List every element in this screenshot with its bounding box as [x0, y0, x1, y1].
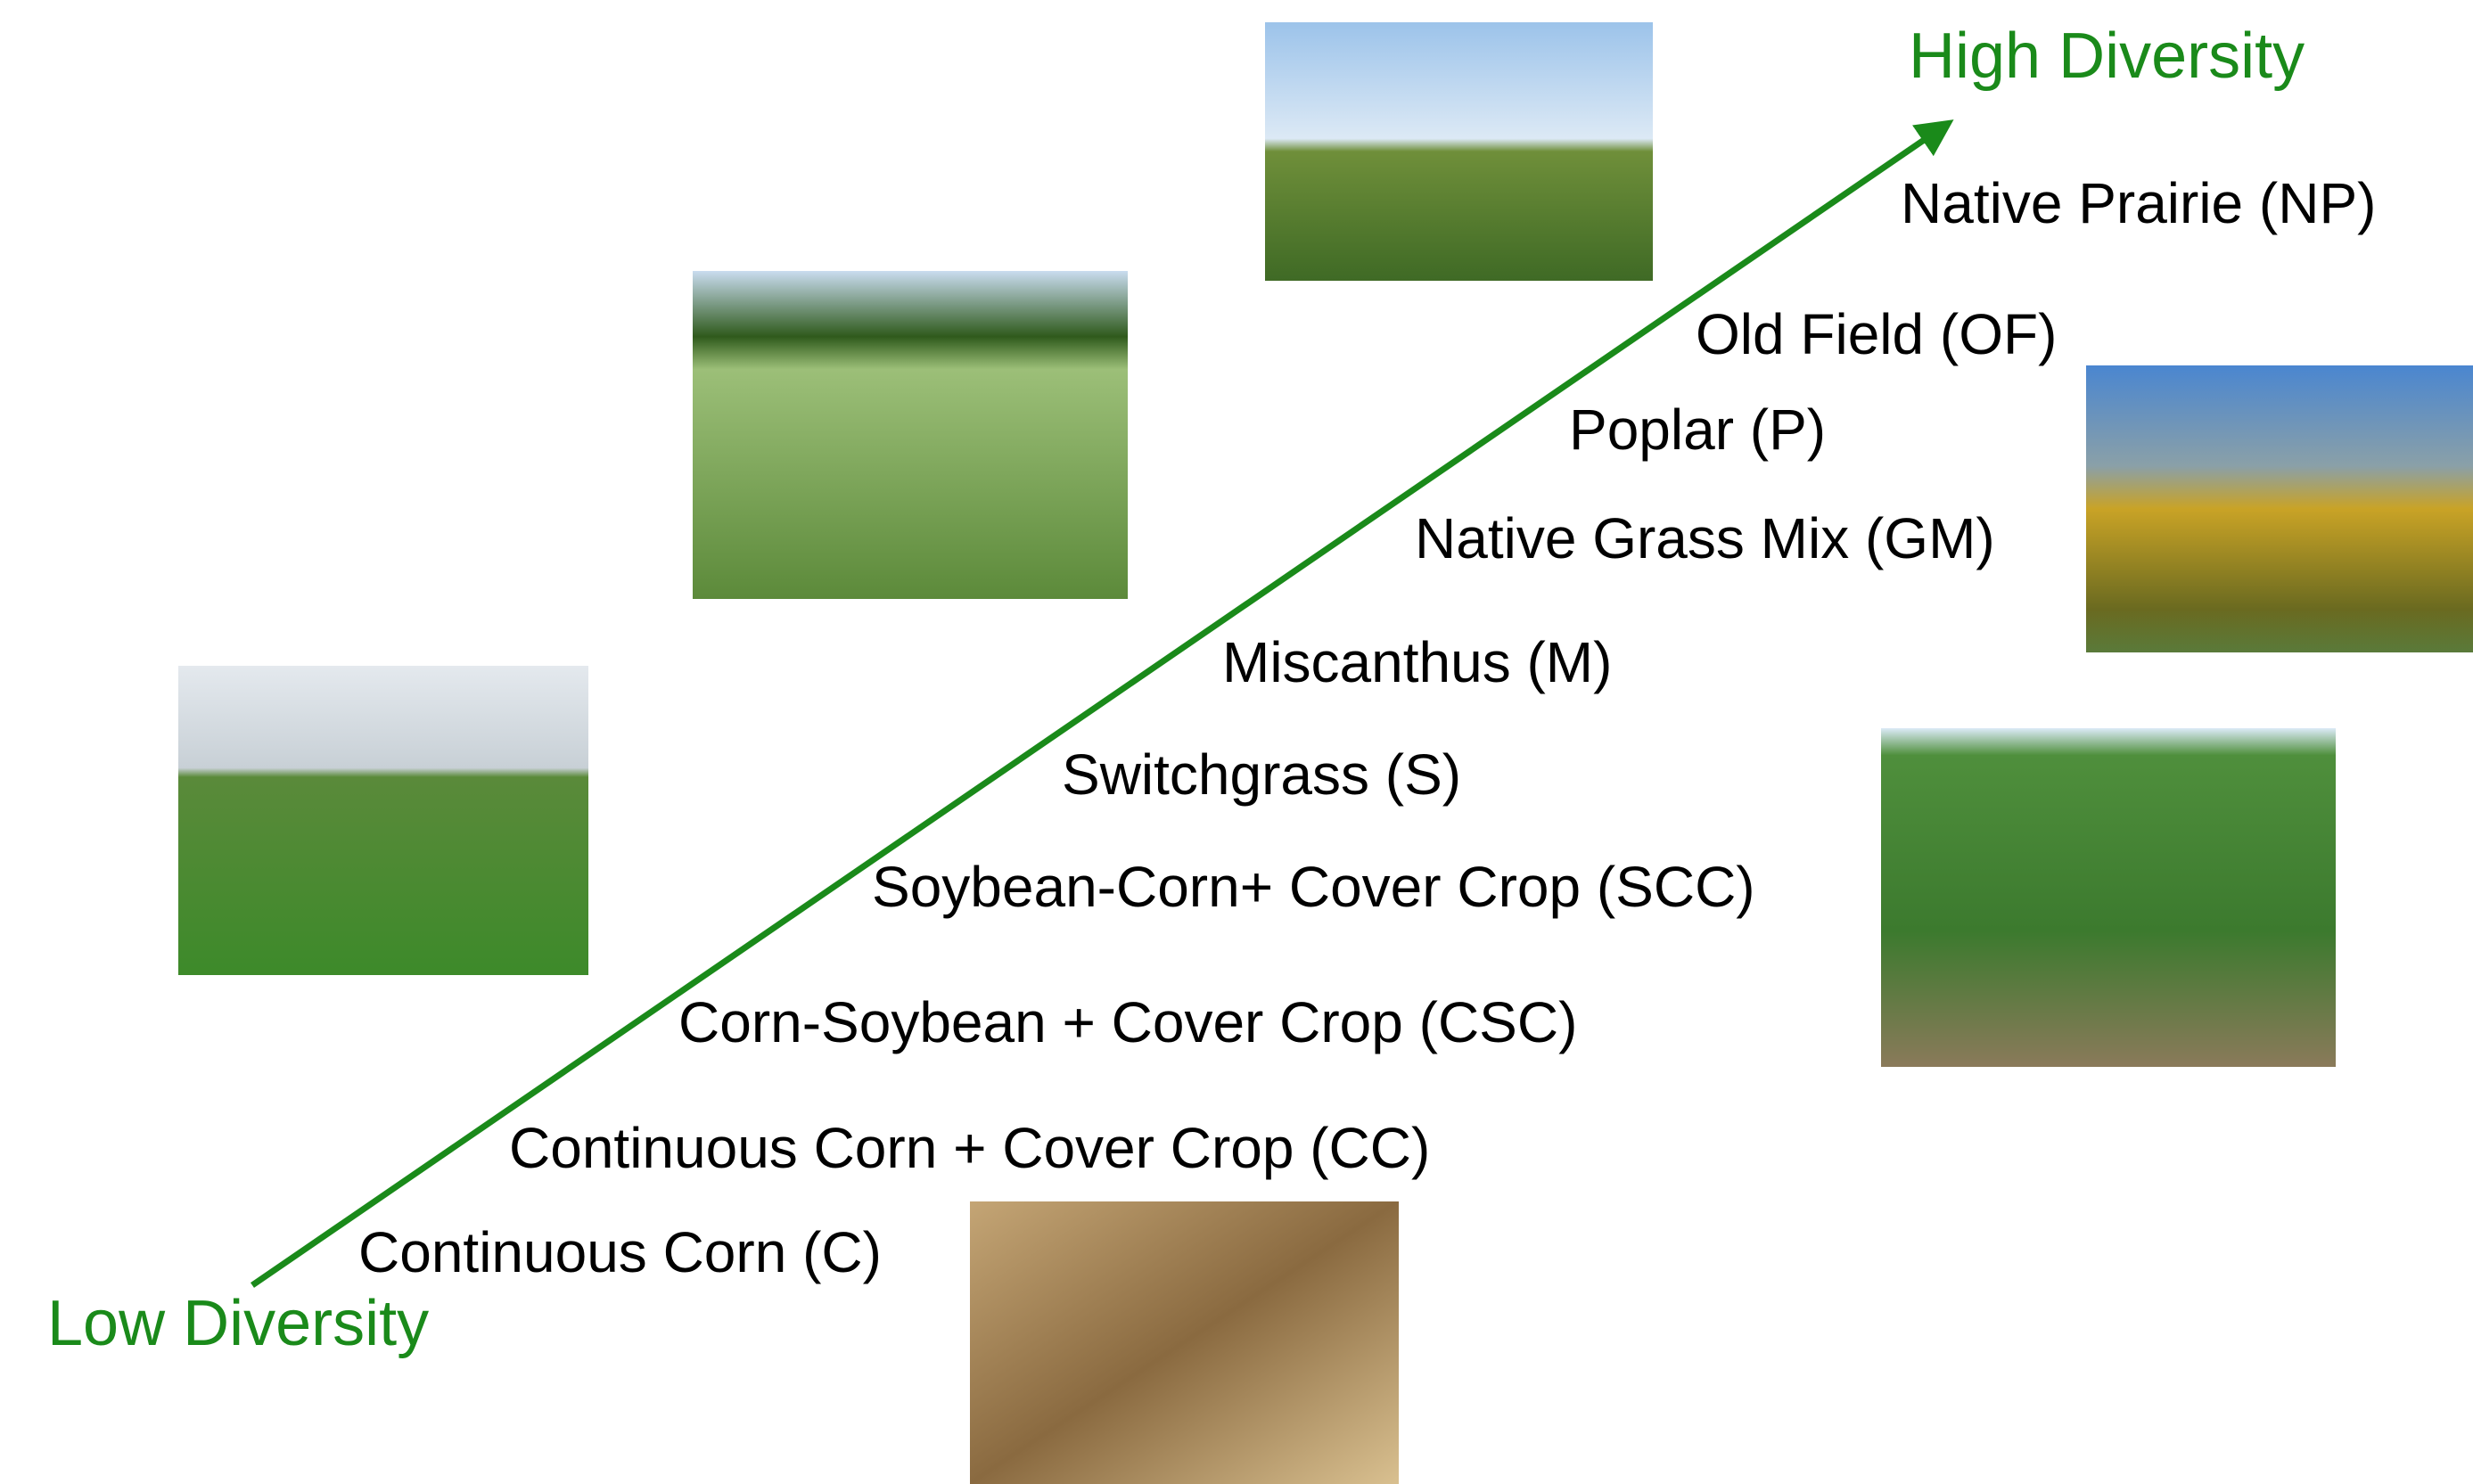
system-label: Continuous Corn (C) — [358, 1220, 882, 1284]
photo-field — [178, 666, 588, 975]
photo-miscanthus — [1881, 728, 2336, 1067]
system-label: Native Prairie (NP) — [1901, 171, 2376, 235]
photo-poplar — [2086, 365, 2473, 652]
system-label: Old Field (OF) — [1696, 302, 2057, 366]
system-label: Corn-Soybean + Cover Crop (CSC) — [678, 990, 1577, 1054]
photo-prairie — [1265, 22, 1653, 281]
diversity-diagram: High Diversity Low Diversity Native Prai… — [0, 0, 2473, 1484]
high-label: High Diversity — [1909, 20, 2305, 92]
photo-switchgrass — [693, 271, 1128, 599]
photo-corn — [970, 1201, 1399, 1484]
system-label: Native Grass Mix (GM) — [1415, 506, 1995, 570]
low-label: Low Diversity — [47, 1288, 429, 1359]
system-label: Poplar (P) — [1569, 398, 1826, 462]
system-label: Soybean-Corn+ Cover Crop (SCC) — [872, 855, 1755, 919]
system-label: Miscanthus (M) — [1222, 630, 1612, 694]
system-label: Continuous Corn + Cover Crop (CC) — [509, 1116, 1430, 1180]
system-label: Switchgrass (S) — [1062, 742, 1461, 807]
